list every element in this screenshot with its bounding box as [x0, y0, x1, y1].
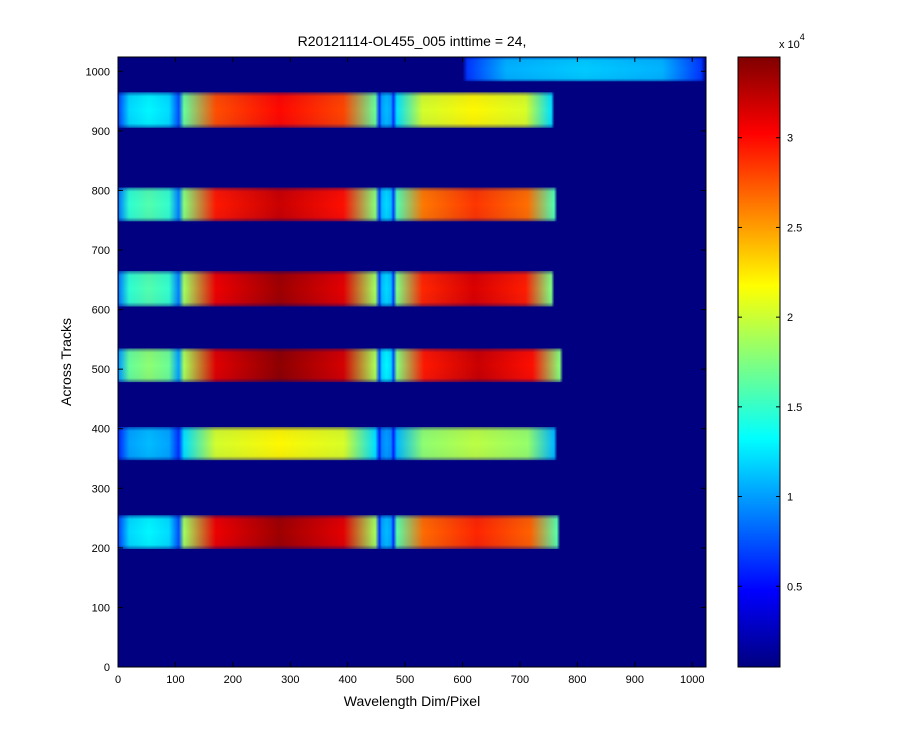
- heatmap-stripe: [118, 270, 555, 307]
- heatmap-stripe: [118, 426, 558, 461]
- x-axis-ticks: 0 100 200 300 400 500 600 700 800 900 1000: [115, 57, 704, 686]
- x-tick-label: 0: [115, 674, 121, 686]
- plot-frame: [117, 56, 707, 668]
- heatmap-stripe: [462, 57, 706, 82]
- heatmap-stripe: [118, 187, 558, 222]
- y-tick-label: 500: [92, 364, 110, 376]
- chart-title: R20121114-OL455_005 inttime = 24,: [298, 33, 527, 49]
- y-tick-label: 800: [92, 185, 110, 197]
- colorbar-tick-label: 1: [787, 492, 793, 504]
- x-axis-label: Wavelength Dim/Pixel: [344, 693, 480, 709]
- colorbar-multiplier-exponent: 4: [800, 32, 805, 42]
- colorbar-tick-label: 2.5: [787, 222, 802, 234]
- x-tick-label: 100: [166, 674, 184, 686]
- heatmap-plot: 0 100 200 300 400 500 600 700 800 900 1000 0 100 200…: [86, 56, 707, 686]
- colorbar-tick-label: 3: [787, 133, 793, 145]
- y-tick-label: 400: [92, 424, 110, 436]
- y-axis-ticks: 0 100 200 300 400 500 600 700 800 900 1000: [86, 66, 706, 674]
- y-tick-label: 200: [92, 543, 110, 555]
- x-tick-label: 400: [339, 674, 357, 686]
- colorbar-multiplier-base: x 10: [779, 39, 800, 51]
- x-tick-label: 800: [568, 674, 586, 686]
- y-tick-label: 100: [92, 602, 110, 614]
- y-tick-label: 600: [92, 305, 110, 317]
- x-tick-label: 300: [281, 674, 299, 686]
- colorbar-tick-label: 1.5: [787, 402, 802, 414]
- y-tick-label: 700: [92, 245, 110, 257]
- colorbar-tick-label: 2: [787, 312, 793, 324]
- y-tick-label: 300: [92, 483, 110, 495]
- y-tick-label: 900: [92, 126, 110, 138]
- colorbar-multiplier: x 104: [779, 32, 805, 51]
- x-tick-label: 700: [511, 674, 529, 686]
- colorbar-gradient: [737, 56, 781, 668]
- heatmap-stripe: [118, 515, 561, 550]
- x-tick-label: 200: [224, 674, 242, 686]
- x-tick-label: 500: [396, 674, 414, 686]
- x-tick-label: 900: [626, 674, 644, 686]
- heatmap-stripe: [118, 92, 555, 128]
- colorbar: 0.5 1 1.5 2 2.5 3 x 104: [737, 32, 805, 668]
- x-tick-label: 600: [453, 674, 471, 686]
- y-axis-label: Across Tracks: [58, 318, 74, 406]
- heatmap-stripe: [118, 348, 564, 383]
- y-tick-label: 0: [104, 662, 110, 674]
- x-tick-label: 1000: [680, 674, 704, 686]
- colorbar-tick-label: 0.5: [787, 581, 802, 593]
- y-tick-label: 1000: [86, 66, 110, 78]
- colorbar-ticks: 0.5 1 1.5 2 2.5 3: [738, 133, 802, 593]
